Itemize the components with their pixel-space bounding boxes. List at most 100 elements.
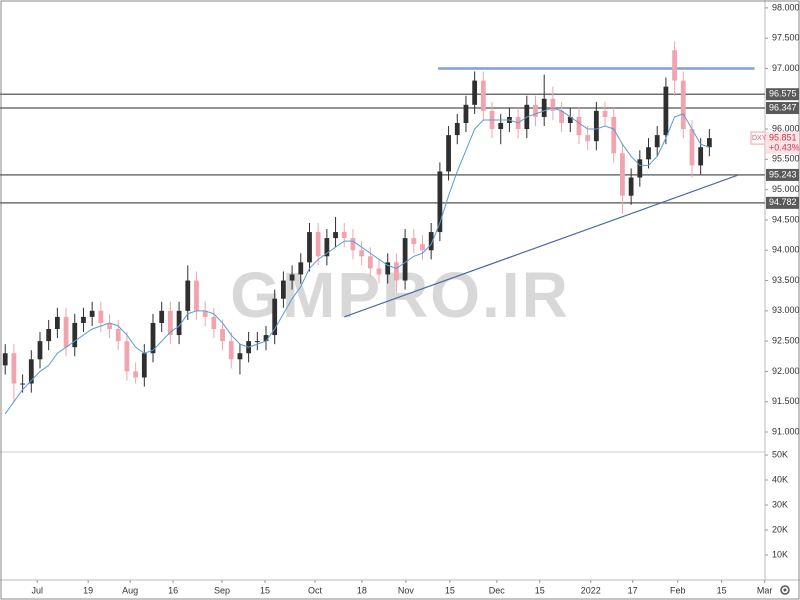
y-tick-label: 97.500	[772, 33, 800, 43]
candle-body	[289, 274, 295, 281]
candle-body	[150, 322, 156, 354]
candle-body	[333, 232, 338, 239]
candle-body	[133, 371, 139, 378]
y-tick-label: 98.000	[772, 2, 800, 12]
candle-body	[228, 341, 234, 360]
candle-body	[124, 341, 130, 372]
candle-body	[324, 238, 330, 257]
level-label-box	[766, 196, 799, 209]
candle-body	[237, 353, 243, 360]
level-label-box	[766, 168, 799, 181]
x-tick-label: 15	[445, 585, 455, 595]
y2-tick-label: 20K	[772, 524, 788, 534]
x-tick-label: Feb	[670, 585, 686, 595]
moving-average	[4, 107, 710, 415]
candle-body	[176, 310, 182, 336]
candle-body	[472, 80, 478, 105]
candle-body	[637, 159, 643, 178]
y-tick-label: 94.500	[772, 214, 800, 224]
candle-body	[585, 135, 591, 142]
y-tick-label: 93.000	[772, 305, 800, 315]
x-tick-label: 15	[260, 585, 270, 595]
candle-body	[480, 80, 486, 111]
candle-body	[46, 329, 52, 342]
x-tick-label: Sep	[214, 585, 230, 595]
candle-body	[533, 104, 538, 117]
candle-body	[611, 116, 617, 154]
candle-body	[411, 238, 417, 245]
candle-body	[350, 238, 356, 251]
y-tick-label: 97.000	[772, 63, 800, 73]
candle-body	[463, 104, 469, 123]
y2-tick-label: 30K	[772, 499, 788, 509]
candle-body	[628, 177, 634, 196]
candle-body	[98, 310, 104, 323]
last-price: 95.851	[769, 132, 797, 142]
settings-icon[interactable]	[780, 585, 790, 595]
y-tick-label: 95.500	[772, 154, 800, 164]
level-label: 96.575	[769, 89, 797, 99]
x-tick-label: 16	[168, 585, 178, 595]
level-label: 94.782	[769, 197, 797, 207]
candle-body	[220, 329, 225, 342]
candle-body	[620, 153, 625, 196]
candle-body	[167, 310, 173, 336]
candle-body	[194, 280, 199, 311]
y-tick-label: 92.500	[772, 335, 800, 345]
candle-body	[550, 98, 556, 111]
candle-body	[81, 316, 86, 323]
candle-body	[359, 250, 365, 257]
candle-body	[315, 232, 321, 257]
candle-body	[394, 262, 399, 281]
candle-body	[654, 135, 660, 148]
candle-body	[341, 232, 347, 239]
candle-body	[20, 383, 25, 385]
y-tick-label: 92.000	[772, 366, 800, 376]
y-tick-label: 93.500	[772, 275, 800, 285]
candle-body	[376, 268, 382, 275]
candle-body	[437, 171, 443, 233]
candle-body	[11, 353, 17, 384]
candle-body	[706, 138, 712, 148]
x-tick-label: Aug	[122, 585, 138, 595]
x-tick-label: 15	[535, 585, 545, 595]
y2-tick-label: 50K	[772, 449, 788, 459]
x-tick-label: Nov	[398, 585, 415, 595]
candle-body	[307, 232, 312, 263]
candle-body	[385, 262, 391, 275]
candle-body	[281, 280, 286, 299]
candle-body	[28, 359, 34, 384]
candle-body	[263, 335, 269, 342]
x-tick-label: Jul	[31, 585, 43, 595]
candle-body	[37, 341, 43, 360]
candle-body	[454, 122, 460, 136]
candle-body	[420, 244, 425, 251]
candle-body	[402, 238, 408, 281]
candle-body	[2, 353, 8, 366]
candle-body	[141, 353, 147, 378]
candle-body	[498, 122, 504, 130]
x-tick-label: 18	[357, 585, 367, 595]
y2-tick-label: 10K	[772, 549, 788, 559]
x-tick-label: Oct	[308, 585, 323, 595]
symbol-label: DXY	[752, 135, 767, 142]
candle-body	[698, 147, 704, 166]
x-tick-label: 15	[717, 585, 727, 595]
candle-body	[680, 80, 686, 130]
candle-body	[54, 316, 60, 330]
candle-body	[63, 316, 69, 348]
y2-tick-label: 40K	[772, 474, 788, 484]
candle-body	[567, 116, 573, 123]
y-tick-label: 91.000	[772, 426, 800, 436]
candle-body	[559, 110, 564, 123]
level-label-box	[766, 88, 799, 101]
x-tick-label: 2022	[581, 585, 601, 595]
candle-body	[672, 50, 677, 81]
candle-body	[593, 110, 599, 142]
y-tick-label: 96.000	[772, 123, 800, 133]
candle-body	[646, 147, 651, 160]
x-tick-label: 17	[628, 585, 638, 595]
x-tick-label: 19	[83, 585, 93, 595]
level-label: 95.243	[769, 169, 797, 179]
